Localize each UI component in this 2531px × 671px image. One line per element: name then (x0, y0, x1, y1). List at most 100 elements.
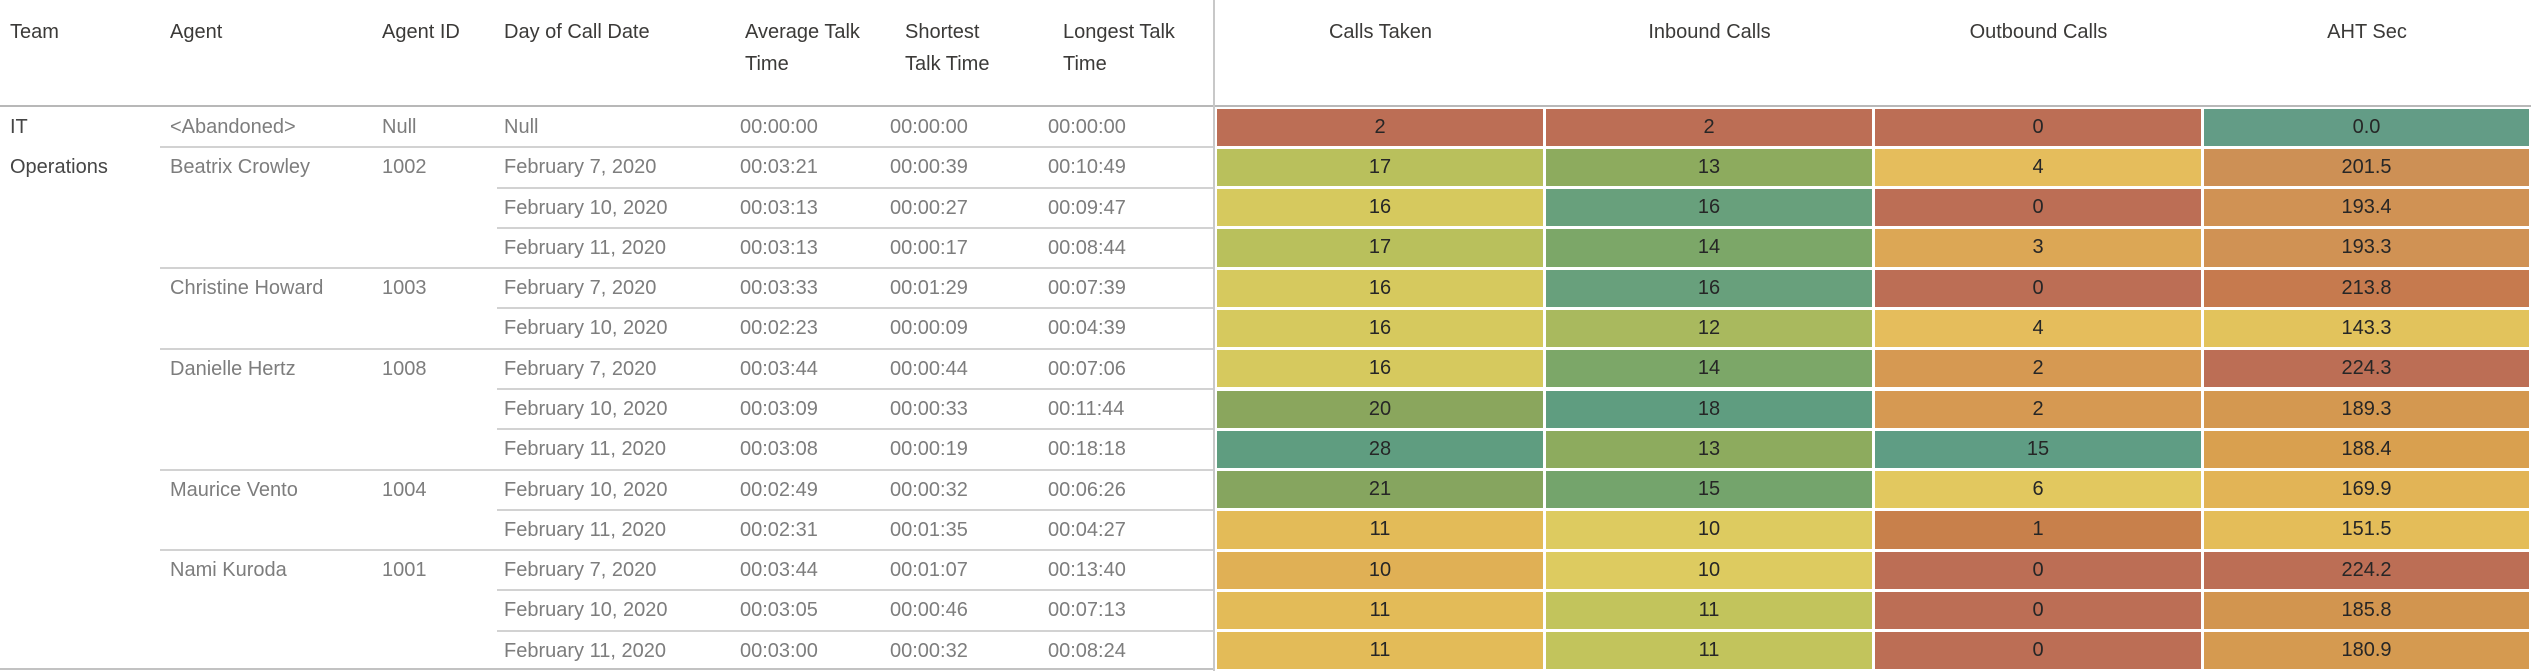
date-cell[interactable]: February 10, 2020 (504, 196, 668, 219)
calls-taken-cell[interactable]: 16 (1217, 350, 1543, 388)
col-header-shortest-talk[interactable]: Shortest Talk Time (905, 21, 990, 75)
shortest-talk-cell[interactable]: 00:00:32 (890, 639, 968, 662)
inbound-calls-cell[interactable]: 18 (1546, 390, 1872, 428)
aht-cell[interactable]: 201.5 (2204, 148, 2529, 187)
col-header-agent[interactable]: Agent (170, 21, 223, 43)
longest-talk-cell[interactable]: 00:07:06 (1048, 357, 1126, 380)
longest-talk-cell[interactable]: 00:04:27 (1048, 518, 1126, 541)
inbound-calls-cell[interactable]: 10 (1546, 511, 1872, 549)
col-header-longest-talk[interactable]: Longest Talk Time (1063, 21, 1175, 75)
col-header-aht-sec[interactable]: AHT Sec (2327, 21, 2407, 43)
col-header-inbound-calls[interactable]: Inbound Calls (1648, 21, 1771, 43)
calls-taken-cell[interactable]: 16 (1217, 269, 1543, 307)
calls-taken-cell[interactable]: 2 (1217, 108, 1543, 146)
calls-taken-cell[interactable]: 16 (1217, 189, 1543, 227)
agent-id-cell[interactable]: 1002 (382, 156, 427, 179)
date-cell[interactable]: February 10, 2020 (504, 478, 668, 501)
shortest-talk-cell[interactable]: 00:00:44 (890, 357, 968, 380)
calls-taken-cell[interactable]: 21 (1217, 471, 1543, 509)
inbound-calls-cell[interactable]: 11 (1546, 632, 1872, 670)
agent-cell[interactable]: Christine Howard (170, 277, 324, 300)
calls-taken-cell[interactable]: 10 (1217, 551, 1543, 589)
outbound-calls-cell[interactable]: 0 (1875, 269, 2201, 307)
inbound-calls-cell[interactable]: 13 (1546, 148, 1872, 187)
agent-cell[interactable]: Beatrix Crowley (170, 156, 311, 179)
col-header-calls-taken[interactable]: Calls Taken (1328, 21, 1433, 43)
outbound-calls-cell[interactable]: 2 (1875, 390, 2201, 428)
longest-talk-cell[interactable]: 00:18:18 (1048, 438, 1126, 461)
date-cell[interactable]: February 11, 2020 (504, 438, 666, 461)
calls-taken-cell[interactable]: 17 (1217, 148, 1543, 187)
shortest-talk-cell[interactable]: 00:00:09 (890, 317, 968, 340)
aht-cell[interactable]: 224.2 (2204, 551, 2529, 589)
date-cell[interactable]: February 10, 2020 (504, 317, 668, 340)
shortest-talk-cell[interactable]: 00:00:46 (890, 599, 968, 622)
avg-talk-cell[interactable]: 00:03:09 (740, 398, 818, 420)
inbound-calls-cell[interactable]: 10 (1546, 551, 1872, 589)
aht-cell[interactable]: 151.5 (2204, 511, 2529, 549)
outbound-calls-cell[interactable]: 0 (1875, 591, 2201, 630)
inbound-calls-cell[interactable]: 2 (1546, 108, 1872, 146)
avg-talk-cell[interactable]: 00:03:00 (740, 639, 818, 662)
agent-id-cell[interactable]: 1008 (382, 357, 427, 380)
avg-talk-cell[interactable]: 00:02:31 (740, 518, 818, 541)
shortest-talk-cell[interactable]: 00:00:17 (890, 236, 968, 259)
avg-talk-cell[interactable]: 00:03:08 (740, 438, 818, 461)
longest-talk-cell[interactable]: 00:08:44 (1048, 236, 1126, 259)
agent-id-cell[interactable]: 1003 (382, 277, 427, 300)
aht-cell[interactable]: 143.3 (2204, 309, 2529, 348)
agent-cell[interactable]: Danielle Hertz (170, 357, 296, 380)
outbound-calls-cell[interactable]: 0 (1875, 551, 2201, 589)
inbound-calls-cell[interactable]: 14 (1546, 229, 1872, 267)
inbound-calls-cell[interactable]: 12 (1546, 309, 1872, 348)
longest-talk-cell[interactable]: 00:06:26 (1048, 478, 1126, 501)
outbound-calls-cell[interactable]: 4 (1875, 309, 2201, 348)
col-header-agent-id[interactable]: Agent ID (382, 21, 460, 43)
inbound-calls-cell[interactable]: 13 (1546, 430, 1872, 469)
longest-talk-cell[interactable]: 00:09:47 (1048, 196, 1126, 219)
outbound-calls-cell[interactable]: 0 (1875, 632, 2201, 670)
aht-cell[interactable]: 189.3 (2204, 390, 2529, 428)
aht-cell[interactable]: 193.4 (2204, 189, 2529, 227)
col-header-team[interactable]: Team (10, 21, 59, 43)
shortest-talk-cell[interactable]: 00:01:07 (890, 559, 968, 582)
aht-cell[interactable]: 224.3 (2204, 350, 2529, 388)
agent-cell[interactable]: Maurice Vento (170, 478, 298, 501)
date-cell[interactable]: February 10, 2020 (504, 398, 668, 420)
date-cell[interactable]: February 11, 2020 (504, 518, 666, 541)
aht-cell[interactable]: 193.3 (2204, 229, 2529, 267)
outbound-calls-cell[interactable]: 15 (1875, 430, 2201, 469)
shortest-talk-cell[interactable]: 00:00:19 (890, 438, 968, 461)
avg-talk-cell[interactable]: 00:03:33 (740, 277, 818, 300)
agent-cell[interactable]: Nami Kuroda (170, 559, 287, 582)
col-header-outbound-calls[interactable]: Outbound Calls (1969, 21, 2108, 43)
inbound-calls-cell[interactable]: 14 (1546, 350, 1872, 388)
outbound-calls-cell[interactable]: 6 (1875, 471, 2201, 509)
longest-talk-cell[interactable]: 00:04:39 (1048, 317, 1126, 340)
avg-talk-cell[interactable]: 00:02:23 (740, 317, 818, 340)
avg-talk-cell[interactable]: 00:03:44 (740, 357, 818, 380)
shortest-talk-cell[interactable]: 00:00:32 (890, 478, 968, 501)
date-cell[interactable]: February 7, 2020 (504, 156, 657, 179)
avg-talk-cell[interactable]: 00:03:44 (740, 559, 818, 582)
avg-talk-cell[interactable]: 00:02:49 (740, 478, 818, 501)
date-cell[interactable]: February 10, 2020 (504, 599, 668, 622)
outbound-calls-cell[interactable]: 3 (1875, 229, 2201, 267)
longest-talk-cell[interactable]: 00:10:49 (1048, 156, 1126, 179)
shortest-talk-cell[interactable]: 00:01:35 (890, 518, 968, 541)
calls-taken-cell[interactable]: 20 (1217, 390, 1543, 428)
inbound-calls-cell[interactable]: 15 (1546, 471, 1872, 509)
shortest-talk-cell[interactable]: 00:00:39 (890, 156, 968, 179)
aht-cell[interactable]: 188.4 (2204, 430, 2529, 469)
aht-cell[interactable]: 169.9 (2204, 471, 2529, 509)
longest-talk-cell[interactable]: 00:07:13 (1048, 599, 1126, 622)
agent-id-cell[interactable]: 1001 (382, 559, 427, 582)
agent-id-cell[interactable]: 1004 (382, 478, 427, 501)
date-cell[interactable]: February 11, 2020 (504, 639, 666, 662)
inbound-calls-cell[interactable]: 11 (1546, 591, 1872, 630)
longest-talk-cell[interactable]: 00:13:40 (1048, 559, 1126, 582)
inbound-calls-cell[interactable]: 16 (1546, 269, 1872, 307)
longest-talk-cell[interactable]: 00:11:44 (1048, 398, 1125, 420)
shortest-talk-cell[interactable]: 00:01:29 (890, 277, 968, 300)
calls-taken-cell[interactable]: 17 (1217, 229, 1543, 267)
